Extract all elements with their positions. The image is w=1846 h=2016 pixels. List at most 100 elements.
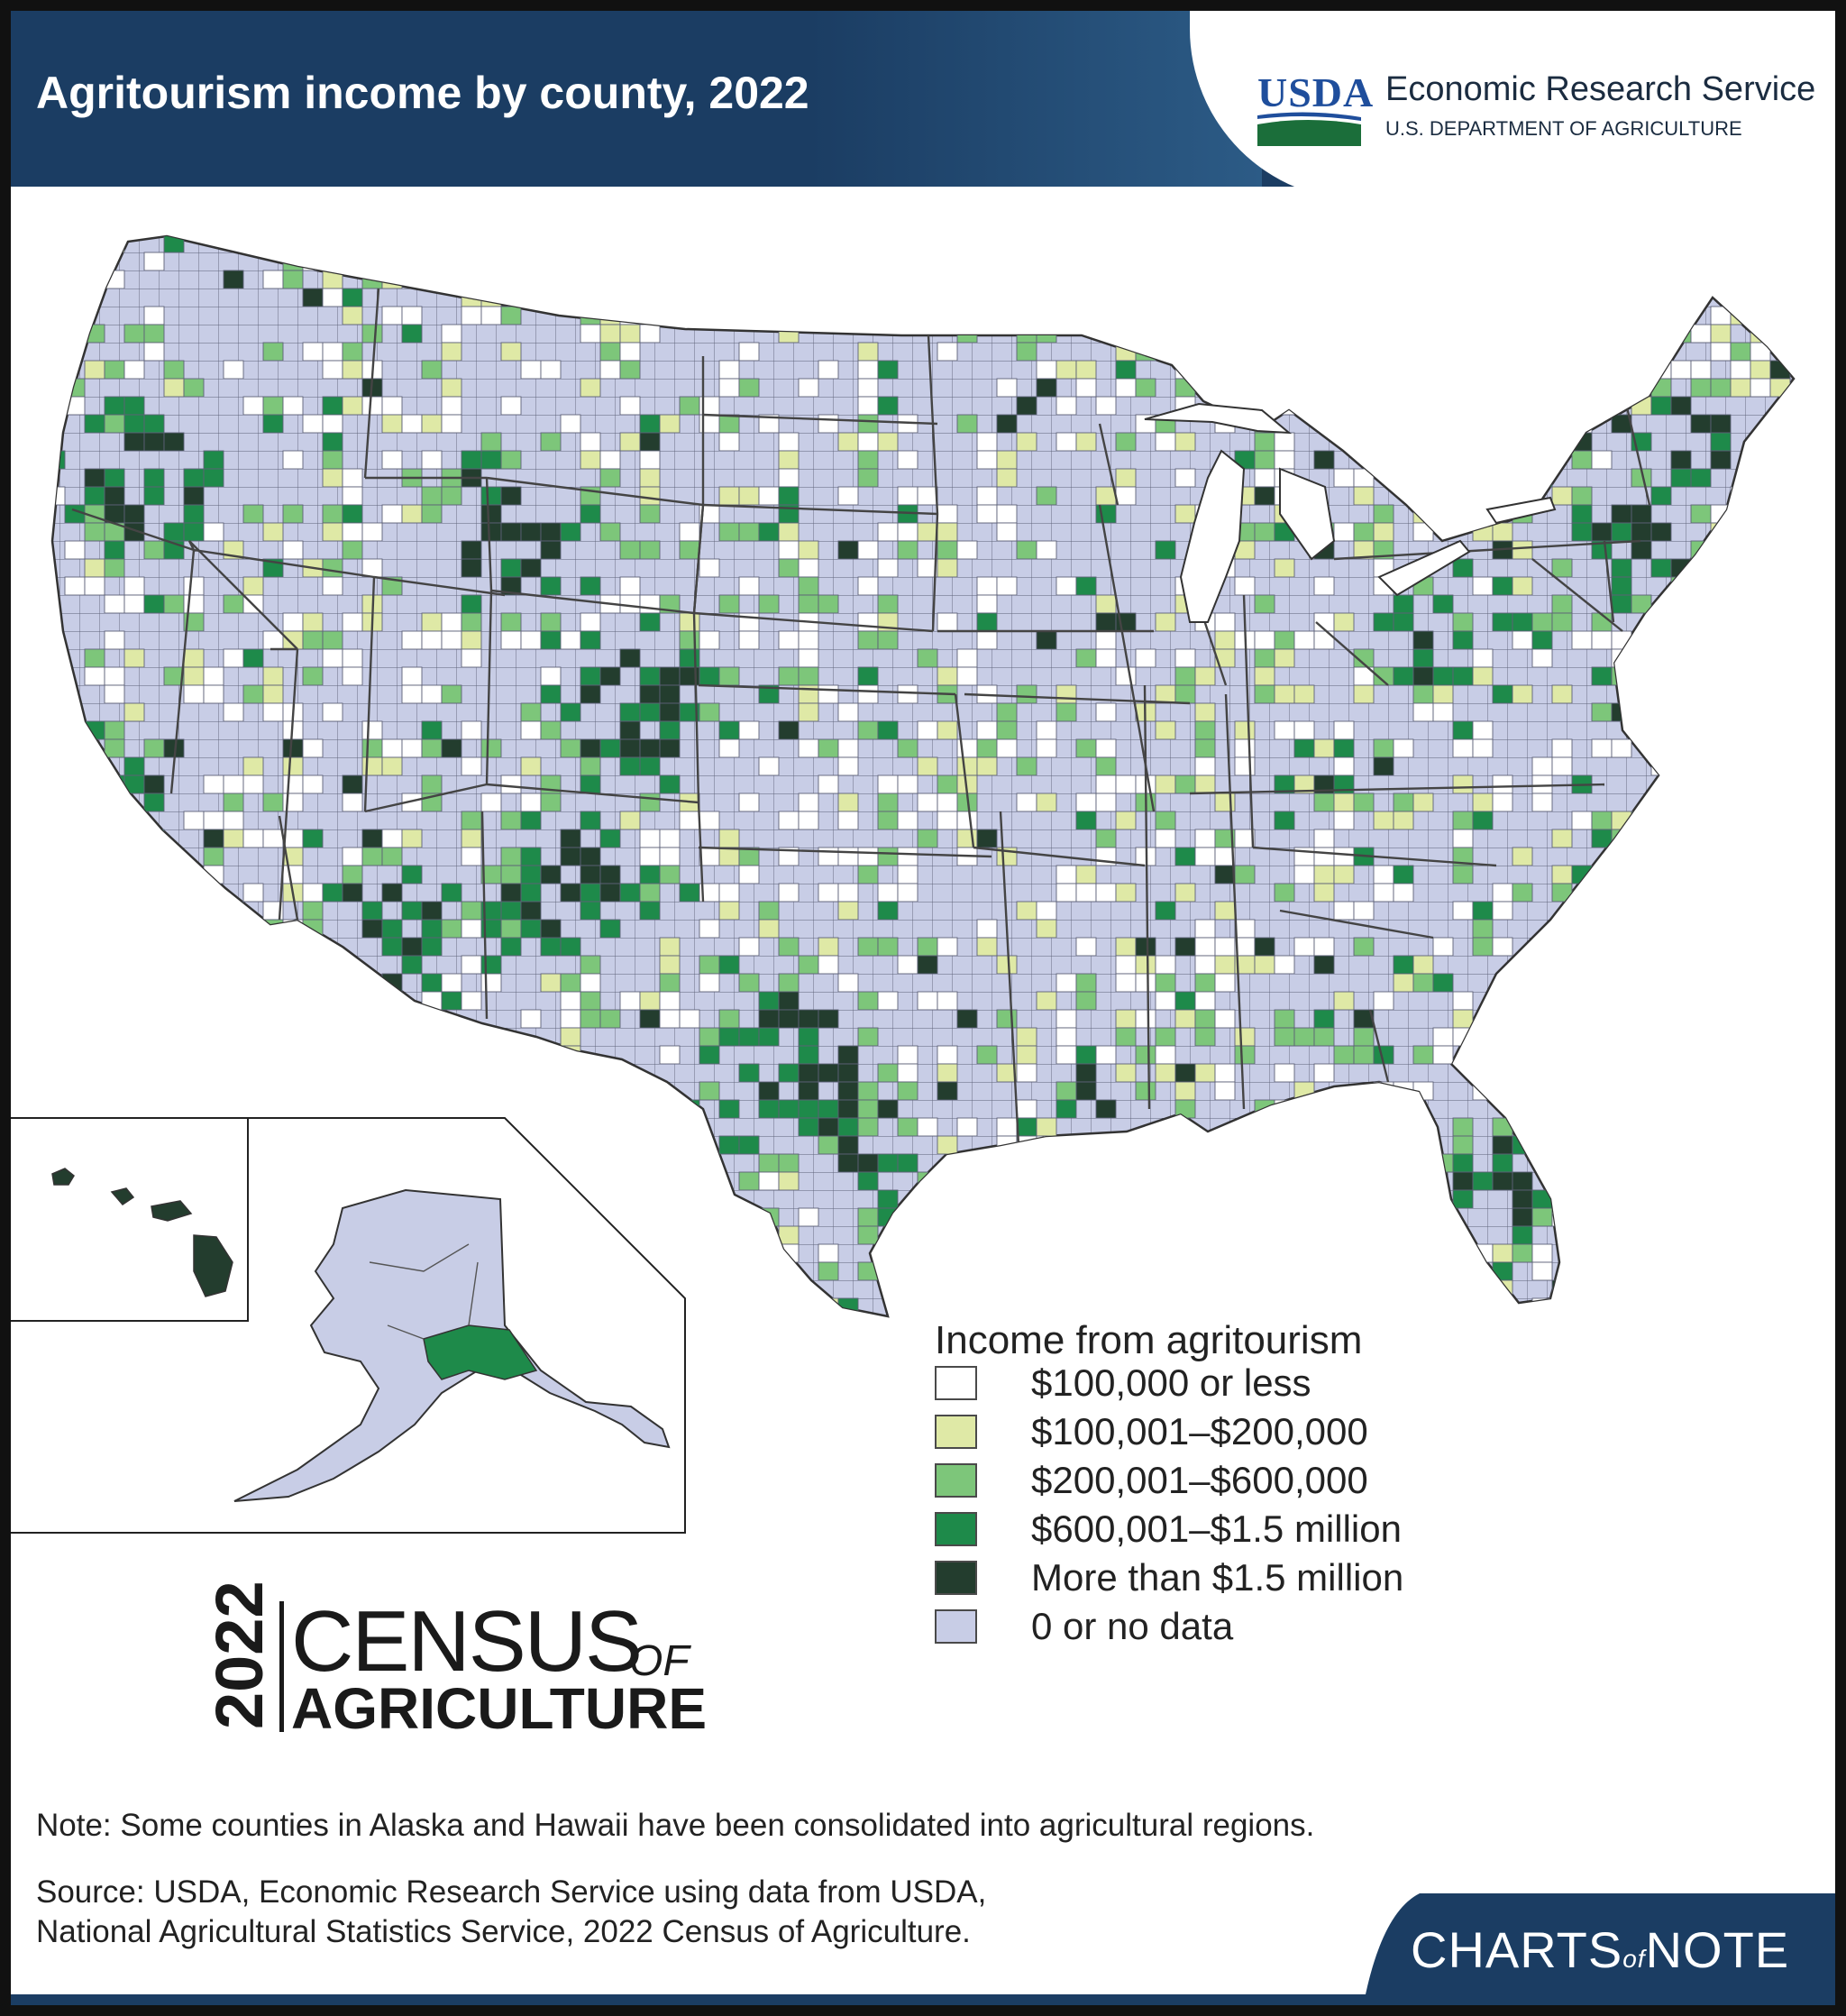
county-cell (897, 684, 918, 704)
county-cell (1551, 829, 1573, 848)
county-cell (1135, 1081, 1156, 1101)
county-cell (500, 486, 522, 506)
county-cell (619, 360, 641, 380)
county-cell (1036, 378, 1057, 398)
county-cell (480, 738, 502, 758)
county-cell (837, 756, 859, 776)
census-of: OF (629, 1637, 690, 1685)
county-cell (937, 558, 958, 578)
county-cell (639, 612, 661, 632)
county-cell (956, 666, 978, 686)
county-cell (540, 540, 562, 560)
county-cell (917, 955, 938, 975)
county-cell (242, 504, 264, 524)
county-cell (1333, 991, 1355, 1011)
lake-huron (1279, 467, 1336, 561)
county-cell (1075, 1081, 1097, 1101)
county-cell (639, 756, 661, 776)
county-cell (738, 865, 760, 884)
county-cell (758, 756, 780, 776)
county-cell (1155, 612, 1176, 632)
county-cell (837, 811, 859, 830)
county-cell (580, 576, 601, 596)
county-cell (540, 865, 562, 884)
county-cell (1155, 720, 1176, 740)
legend-swatch (935, 1512, 977, 1546)
county-cell (1313, 450, 1335, 470)
county-cell (1155, 901, 1176, 921)
county-cell (937, 342, 958, 362)
county-cell (540, 720, 562, 740)
county-cell (540, 684, 562, 704)
agency-name: Economic Research Service (1385, 70, 1816, 108)
county-cell (1452, 865, 1474, 884)
county-cell (500, 937, 522, 957)
hawaii-oahu (110, 1187, 135, 1205)
county-cell (917, 756, 938, 776)
county-cell (1293, 684, 1315, 704)
census-word: CENSUS (291, 1593, 643, 1690)
county-cell (1135, 378, 1156, 398)
county-cell (1095, 396, 1117, 416)
county-cell (302, 829, 324, 848)
county-cell (1432, 702, 1454, 722)
county-cell (1353, 684, 1375, 704)
county-cell (818, 594, 839, 614)
county-cell (560, 937, 581, 957)
county-cell (758, 1027, 780, 1047)
county-cell (857, 865, 879, 884)
county-cell (1016, 342, 1037, 362)
county-cell (1194, 666, 1216, 686)
county-cell (1452, 774, 1474, 794)
county-cell (659, 738, 681, 758)
county-cell (897, 774, 918, 794)
county-cell (1492, 901, 1513, 921)
county-cell (1353, 793, 1375, 812)
county-cell (1373, 756, 1394, 776)
county-cell (1036, 540, 1057, 560)
county-cell (718, 901, 740, 921)
county-cell (580, 630, 601, 650)
county-cell (203, 522, 224, 542)
county-cell (917, 648, 938, 668)
county-cell (956, 1009, 978, 1029)
county-cell (699, 919, 720, 939)
county-cell (1631, 540, 1652, 560)
county-cell (441, 738, 462, 758)
great-lakes (1144, 402, 1557, 623)
source-line: National Agricultural Statistics Service… (36, 1914, 971, 1949)
county-cell (1432, 1045, 1454, 1065)
county-cell (282, 270, 304, 289)
county-cell (580, 684, 601, 704)
county-cell (302, 774, 324, 794)
county-cell (1333, 612, 1355, 632)
county-cell (996, 378, 1018, 398)
county-cell (84, 576, 105, 596)
county-cell (1075, 937, 1097, 957)
county-cell (857, 1225, 879, 1245)
county-cell (738, 973, 760, 993)
alaska-region-green (423, 1324, 538, 1380)
inset-frame (11, 1117, 686, 1534)
county-cell (857, 684, 879, 704)
county-cell (639, 504, 661, 524)
county-cell (282, 540, 304, 560)
charts-word: CHARTS (1411, 1921, 1623, 1978)
county-cell (718, 1099, 740, 1119)
legend-swatch (935, 1609, 977, 1644)
county-cell (322, 576, 343, 596)
hawaii-inset (11, 1117, 686, 1534)
county-cell (1452, 558, 1474, 578)
county-cell (1214, 648, 1236, 668)
county-cell (104, 558, 125, 578)
county-cell (1650, 486, 1672, 506)
county-cell (242, 648, 264, 668)
county-cell (699, 630, 720, 650)
legend-swatch (935, 1366, 977, 1400)
county-cell (976, 937, 998, 957)
county-cell (421, 504, 443, 524)
county-cell (1313, 576, 1335, 596)
county-cell (461, 991, 482, 1011)
county-cell (282, 396, 304, 416)
